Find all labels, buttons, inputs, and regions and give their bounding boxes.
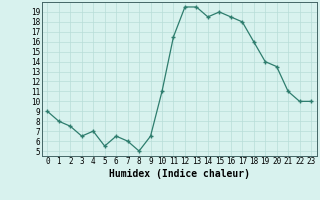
X-axis label: Humidex (Indice chaleur): Humidex (Indice chaleur) [109,169,250,179]
